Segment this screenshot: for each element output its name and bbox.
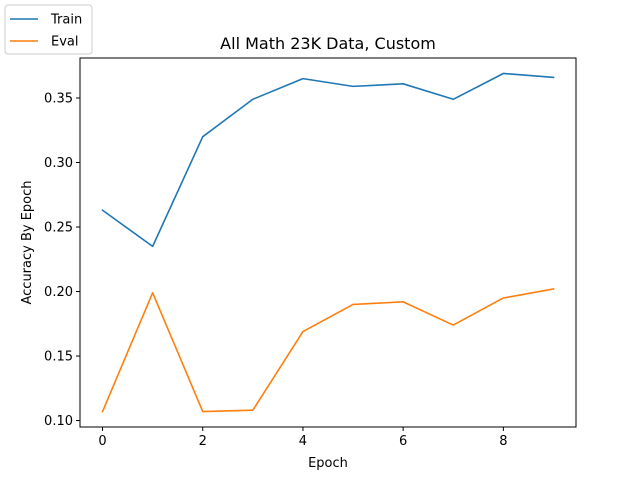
legend-items: Train Eval xyxy=(10,13,82,50)
x-tick-label: 0 xyxy=(98,434,106,449)
x-axis-ticks: 0 2 4 6 8 xyxy=(98,427,507,449)
y-tick-label: 0.15 xyxy=(44,350,73,365)
series-line-train xyxy=(101,72,555,248)
series-layer xyxy=(101,72,555,413)
y-tick-label: 0.25 xyxy=(44,221,73,236)
x-axis-label: Epoch xyxy=(308,456,348,471)
y-tick-label: 0.10 xyxy=(44,414,73,429)
legend: Train Eval xyxy=(4,4,93,55)
x-tick-label: 4 xyxy=(299,434,307,449)
y-tick-label: 0.35 xyxy=(44,91,73,106)
y-tick-label: 0.20 xyxy=(44,285,73,300)
x-tick-label: 2 xyxy=(199,434,207,449)
x-tick-label: 8 xyxy=(499,434,507,449)
chart-title: All Math 23K Data, Custom xyxy=(220,34,436,53)
legend-label-train: Train xyxy=(50,13,82,28)
y-axis-label: Accuracy By Epoch xyxy=(20,180,35,304)
series-line-eval xyxy=(101,288,555,413)
y-tick-label: 0.30 xyxy=(44,156,73,171)
x-tick-label: 6 xyxy=(399,434,407,449)
plot-frame xyxy=(79,57,577,428)
y-axis-ticks: 0.10 0.15 0.20 0.25 0.30 0.35 xyxy=(44,91,80,429)
legend-label-eval: Eval xyxy=(51,35,79,50)
